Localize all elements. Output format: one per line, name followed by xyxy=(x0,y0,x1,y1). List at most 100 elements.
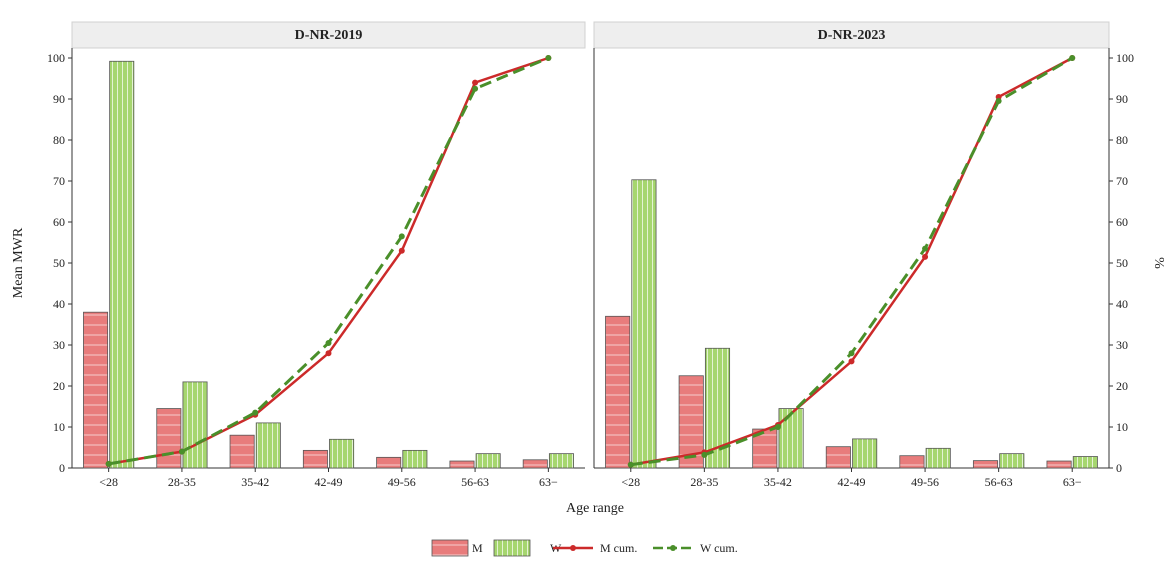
x-tick-label: <28 xyxy=(621,475,640,489)
bar-m xyxy=(972,460,999,469)
y-tick-label-right: 20 xyxy=(1116,379,1128,393)
legend-item-m-cum: M cum. xyxy=(553,541,637,555)
line-point xyxy=(995,93,1002,100)
x-tick-label: <28 xyxy=(99,475,118,489)
panel-title: D-NR-2019 xyxy=(295,28,363,43)
line-point xyxy=(325,339,332,346)
legend-swatch xyxy=(431,539,469,557)
y-tick-label-right: 80 xyxy=(1116,133,1128,147)
bar-w xyxy=(475,453,501,469)
line-point xyxy=(922,253,929,260)
line-point xyxy=(398,233,405,240)
line-point xyxy=(178,448,185,455)
bar-m xyxy=(605,315,631,469)
line-point xyxy=(627,461,634,468)
bar-w xyxy=(925,447,951,469)
x-tick-label: 49-56 xyxy=(911,475,939,489)
panel-title: D-NR-2023 xyxy=(818,28,886,43)
legend-label: M xyxy=(472,541,483,555)
line-point xyxy=(922,245,929,252)
y-tick-label: 0 xyxy=(59,461,65,475)
line-point xyxy=(1069,55,1076,61)
line-point xyxy=(545,55,552,61)
legend-label: M cum. xyxy=(600,541,637,555)
line-w-cum xyxy=(108,56,549,466)
legend-item-w: W xyxy=(493,539,562,557)
y-tick-label-right: 90 xyxy=(1116,92,1128,106)
bar-w xyxy=(402,449,428,469)
bar-w xyxy=(329,438,355,469)
x-tick-label: 63− xyxy=(539,475,558,489)
y-tick-label-right: 10 xyxy=(1116,420,1128,434)
y-axis-title-left: Mean MWR xyxy=(11,227,26,298)
bar-m xyxy=(302,449,328,469)
bar-w xyxy=(182,381,208,469)
bar-w xyxy=(631,179,657,469)
y-axis-title-right: % xyxy=(1151,257,1165,269)
y-tick-label-right: 30 xyxy=(1116,338,1128,352)
legend-marker xyxy=(670,545,676,551)
y-tick-label-right: 40 xyxy=(1116,297,1128,311)
y-tick-label: 10 xyxy=(53,420,65,434)
panel-strip xyxy=(593,21,1110,49)
bar-m xyxy=(229,434,255,469)
bar-w xyxy=(255,422,281,469)
bar-m xyxy=(522,459,548,469)
panel-strip xyxy=(71,21,586,49)
x-tick-label: 28-35 xyxy=(168,475,196,489)
x-tick-label: 56-63 xyxy=(461,475,489,489)
bar-m xyxy=(376,456,402,469)
bar-m xyxy=(1046,460,1072,469)
bar-w xyxy=(548,453,574,469)
bar-m xyxy=(156,408,182,469)
y-tick-label-right: 0 xyxy=(1116,461,1122,475)
line-point xyxy=(325,350,332,357)
y-tick-label: 70 xyxy=(53,174,65,188)
y-tick-label: 50 xyxy=(53,256,65,270)
legend-label: W cum. xyxy=(700,541,738,555)
line-point xyxy=(774,424,781,430)
legend-item-w-cum: W cum. xyxy=(653,541,738,555)
y-tick-label-right: 70 xyxy=(1116,174,1128,188)
x-axis-title: Age range xyxy=(566,501,624,516)
line-point xyxy=(252,409,259,416)
x-tick-label: 35-42 xyxy=(241,475,269,489)
line-point xyxy=(995,98,1002,105)
line-point xyxy=(472,85,479,92)
panel-1: D-NR-2019 0 10 20 30 40 50 60 70 80 90 100 <28 28-35 3… xyxy=(47,21,586,489)
bar-w xyxy=(778,408,804,469)
bar-m xyxy=(449,460,475,469)
bar-w xyxy=(999,453,1025,469)
bar-m xyxy=(83,311,109,469)
line-point xyxy=(848,350,855,357)
line-point xyxy=(472,79,479,86)
bar-w xyxy=(1072,456,1098,469)
y-tick-label-right: 100 xyxy=(1116,51,1134,65)
x-tick-label: 35-42 xyxy=(764,475,792,489)
bar-m xyxy=(899,455,925,469)
line-point xyxy=(701,451,708,458)
x-tick-label: 42-49 xyxy=(315,475,343,489)
line-point xyxy=(105,460,112,467)
legend-marker xyxy=(570,545,576,551)
y-tick-label: 30 xyxy=(53,338,65,352)
line-m-cum xyxy=(108,56,549,466)
x-tick-label: 63− xyxy=(1063,475,1082,489)
x-tick-label: 42-49 xyxy=(838,475,866,489)
y-tick-label: 80 xyxy=(53,133,65,147)
x-tick-label: 56-63 xyxy=(985,475,1013,489)
bar-m xyxy=(825,446,851,469)
y-tick-label: 60 xyxy=(53,215,65,229)
line-point xyxy=(848,358,855,365)
y-tick-label: 100 xyxy=(47,51,65,65)
y-tick-label-right: 60 xyxy=(1116,215,1128,229)
bar-w xyxy=(109,60,135,469)
bar-w xyxy=(852,438,878,469)
line-point xyxy=(398,247,405,254)
x-tick-label: 49-56 xyxy=(388,475,416,489)
x-tick-label: 28-35 xyxy=(690,475,718,489)
y-tick-label: 20 xyxy=(53,379,65,393)
